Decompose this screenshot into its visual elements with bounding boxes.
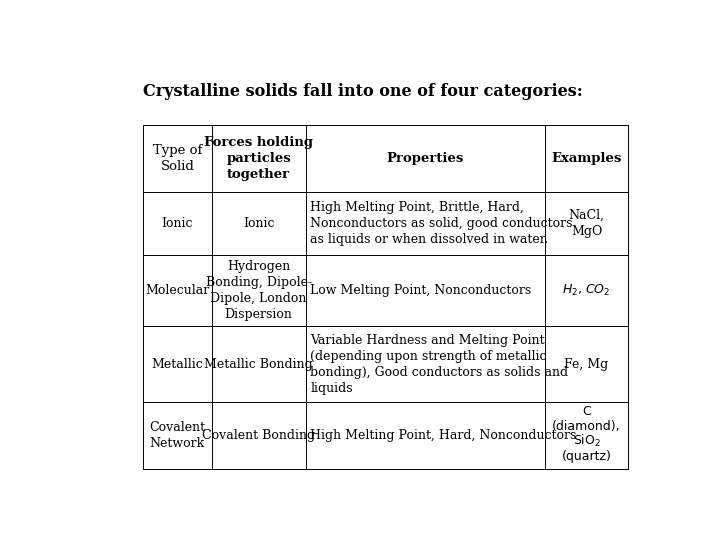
Text: High Melting Point, Hard, Nonconductors: High Melting Point, Hard, Nonconductors xyxy=(310,429,577,442)
Text: Metallic Bonding: Metallic Bonding xyxy=(204,357,313,370)
Text: Metallic: Metallic xyxy=(151,357,203,370)
Text: C: C xyxy=(582,405,591,418)
Text: Crystalline solids fall into one of four categories:: Crystalline solids fall into one of four… xyxy=(143,83,582,100)
Text: Type of
Solid: Type of Solid xyxy=(153,144,202,173)
Text: NaCl,
MgO: NaCl, MgO xyxy=(569,209,605,238)
Text: Hydrogen
Bonding, Dipole-
Dipole, London
Dispersion: Hydrogen Bonding, Dipole- Dipole, London… xyxy=(206,260,312,321)
Text: Covalent
Network: Covalent Network xyxy=(149,421,205,450)
Text: Ionic: Ionic xyxy=(161,217,193,230)
Text: (diamond),: (diamond), xyxy=(552,420,621,433)
Text: Examples: Examples xyxy=(552,152,621,165)
Text: Covalent Bonding: Covalent Bonding xyxy=(202,429,315,442)
Text: (quartz): (quartz) xyxy=(562,450,611,463)
Text: Ionic: Ionic xyxy=(243,217,274,230)
Text: Forces holding
particles
together: Forces holding particles together xyxy=(204,136,313,181)
Text: Molecular: Molecular xyxy=(145,284,210,297)
Text: High Melting Point, Brittle, Hard,
Nonconductors as solid, good conductors
as li: High Melting Point, Brittle, Hard, Nonco… xyxy=(310,201,572,246)
Text: Properties: Properties xyxy=(387,152,464,165)
Text: $H_2$, $CO_2$: $H_2$, $CO_2$ xyxy=(562,283,611,298)
Text: Fe, Mg: Fe, Mg xyxy=(564,357,608,370)
Text: SiO$_2$: SiO$_2$ xyxy=(572,433,600,449)
Text: Low Melting Point, Nonconductors: Low Melting Point, Nonconductors xyxy=(310,284,531,297)
Text: Variable Hardness and Melting Point
(depending upon strength of metallic
bonding: Variable Hardness and Melting Point (dep… xyxy=(310,334,568,395)
